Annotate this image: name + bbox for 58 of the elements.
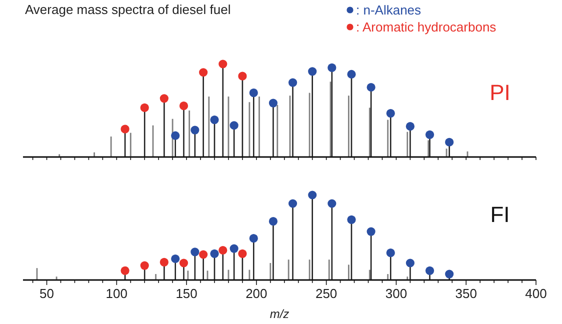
point [160, 258, 168, 266]
point [249, 88, 258, 98]
point [190, 126, 200, 134]
x-axis-title: m/z [270, 307, 290, 321]
x-tick-label: 100 [106, 286, 128, 301]
point [425, 266, 434, 275]
point [160, 94, 168, 103]
point [386, 108, 395, 118]
point [199, 250, 208, 259]
point [218, 246, 228, 255]
point [238, 72, 247, 80]
point [179, 102, 188, 110]
annotation: FI [490, 202, 510, 227]
point [171, 254, 180, 264]
point [445, 270, 454, 278]
point [218, 60, 228, 68]
legend-label: : Aromatic hydrocarbons [356, 20, 497, 34]
point [120, 124, 130, 134]
point [268, 98, 278, 108]
point [230, 244, 238, 253]
point [347, 70, 356, 79]
point [445, 138, 454, 146]
x-tick-label: 300 [385, 286, 408, 301]
point [249, 234, 258, 243]
x-tick-label: 150 [176, 286, 198, 301]
point [199, 68, 208, 77]
point [190, 248, 200, 256]
point [328, 63, 336, 72]
point [288, 78, 298, 87]
x-tick-label: 200 [246, 286, 268, 301]
x-tick-label: 350 [455, 286, 477, 301]
chart-title: Average mass spectra of diesel fuel [25, 2, 231, 17]
legend-label: : n-Alkanes [356, 2, 422, 18]
x-tick-label: 250 [315, 286, 338, 301]
point [140, 261, 149, 270]
point [268, 217, 278, 226]
point [210, 116, 219, 124]
point [288, 199, 298, 208]
x-tick-label: 50 [40, 286, 54, 301]
point [308, 190, 317, 200]
point [230, 121, 238, 130]
point [179, 258, 188, 268]
point [406, 122, 414, 131]
point [425, 130, 434, 139]
point [120, 266, 130, 275]
point [328, 199, 336, 208]
point [140, 103, 149, 112]
point [347, 215, 356, 224]
point [210, 249, 219, 258]
point [386, 248, 395, 258]
point [366, 82, 376, 92]
x-tick-label: 400 [525, 286, 547, 301]
annotation: PI [490, 80, 510, 105]
point [308, 67, 317, 76]
point [406, 258, 414, 268]
point [171, 131, 180, 140]
point [366, 227, 376, 236]
point [238, 249, 247, 258]
